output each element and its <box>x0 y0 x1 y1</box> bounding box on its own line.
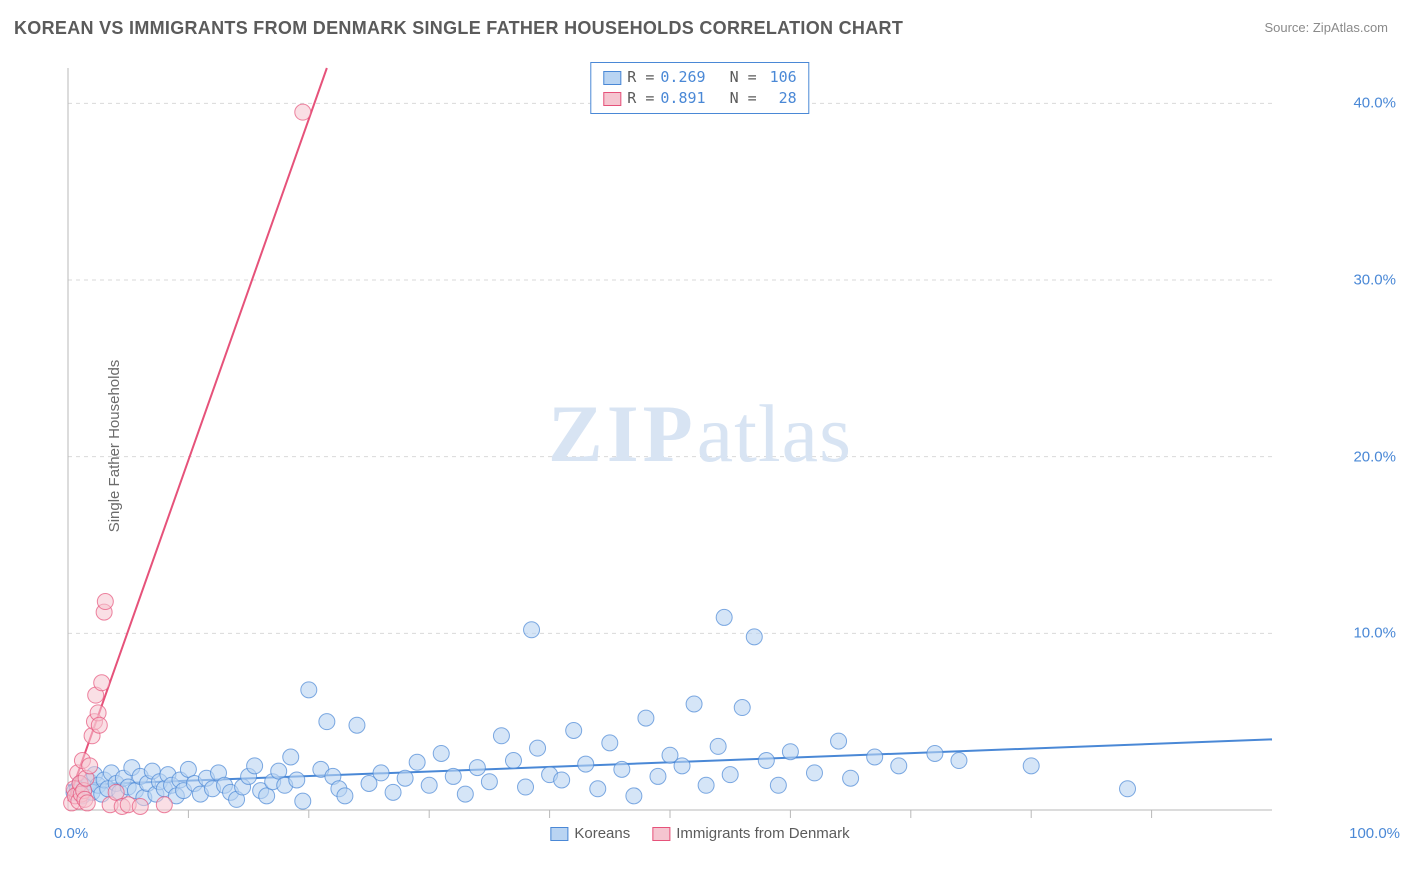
legend-series-item: Immigrants from Denmark <box>652 825 849 842</box>
x-axis-max-label: 100.0% <box>1349 825 1400 842</box>
scatter-plot: ZIPatlas R = 0.269 N = 106R = 0.891 N = … <box>60 60 1340 840</box>
legend-swatch <box>603 71 621 85</box>
source-attribution: Source: ZipAtlas.com <box>1264 20 1388 35</box>
legend-n-label: N = <box>712 67 757 88</box>
y-tick-label: 40.0% <box>1353 95 1396 112</box>
correlation-legend: R = 0.269 N = 106R = 0.891 N = 28 <box>590 62 809 114</box>
legend-swatch <box>652 827 670 841</box>
legend-n-value: 28 <box>763 88 797 109</box>
legend-swatch <box>603 92 621 106</box>
legend-n-label: N = <box>712 88 757 109</box>
legend-series-label: Immigrants from Denmark <box>676 825 849 842</box>
series-legend: Koreans Immigrants from Denmark <box>550 825 849 842</box>
chart-canvas <box>60 60 1340 840</box>
legend-r-value: 0.891 <box>660 88 705 109</box>
legend-swatch <box>550 827 568 841</box>
legend-stat-row: R = 0.891 N = 28 <box>603 88 796 109</box>
y-tick-label: 20.0% <box>1353 448 1396 465</box>
legend-series-label: Koreans <box>574 825 630 842</box>
legend-n-value: 106 <box>763 67 797 88</box>
chart-title: KOREAN VS IMMIGRANTS FROM DENMARK SINGLE… <box>14 18 903 39</box>
y-tick-label: 30.0% <box>1353 272 1396 289</box>
legend-r-label: R = <box>627 67 654 88</box>
legend-series-item: Koreans <box>550 825 630 842</box>
legend-stat-row: R = 0.269 N = 106 <box>603 67 796 88</box>
legend-r-label: R = <box>627 88 654 109</box>
y-tick-label: 10.0% <box>1353 625 1396 642</box>
x-axis-min-label: 0.0% <box>54 825 88 842</box>
legend-r-value: 0.269 <box>660 67 705 88</box>
